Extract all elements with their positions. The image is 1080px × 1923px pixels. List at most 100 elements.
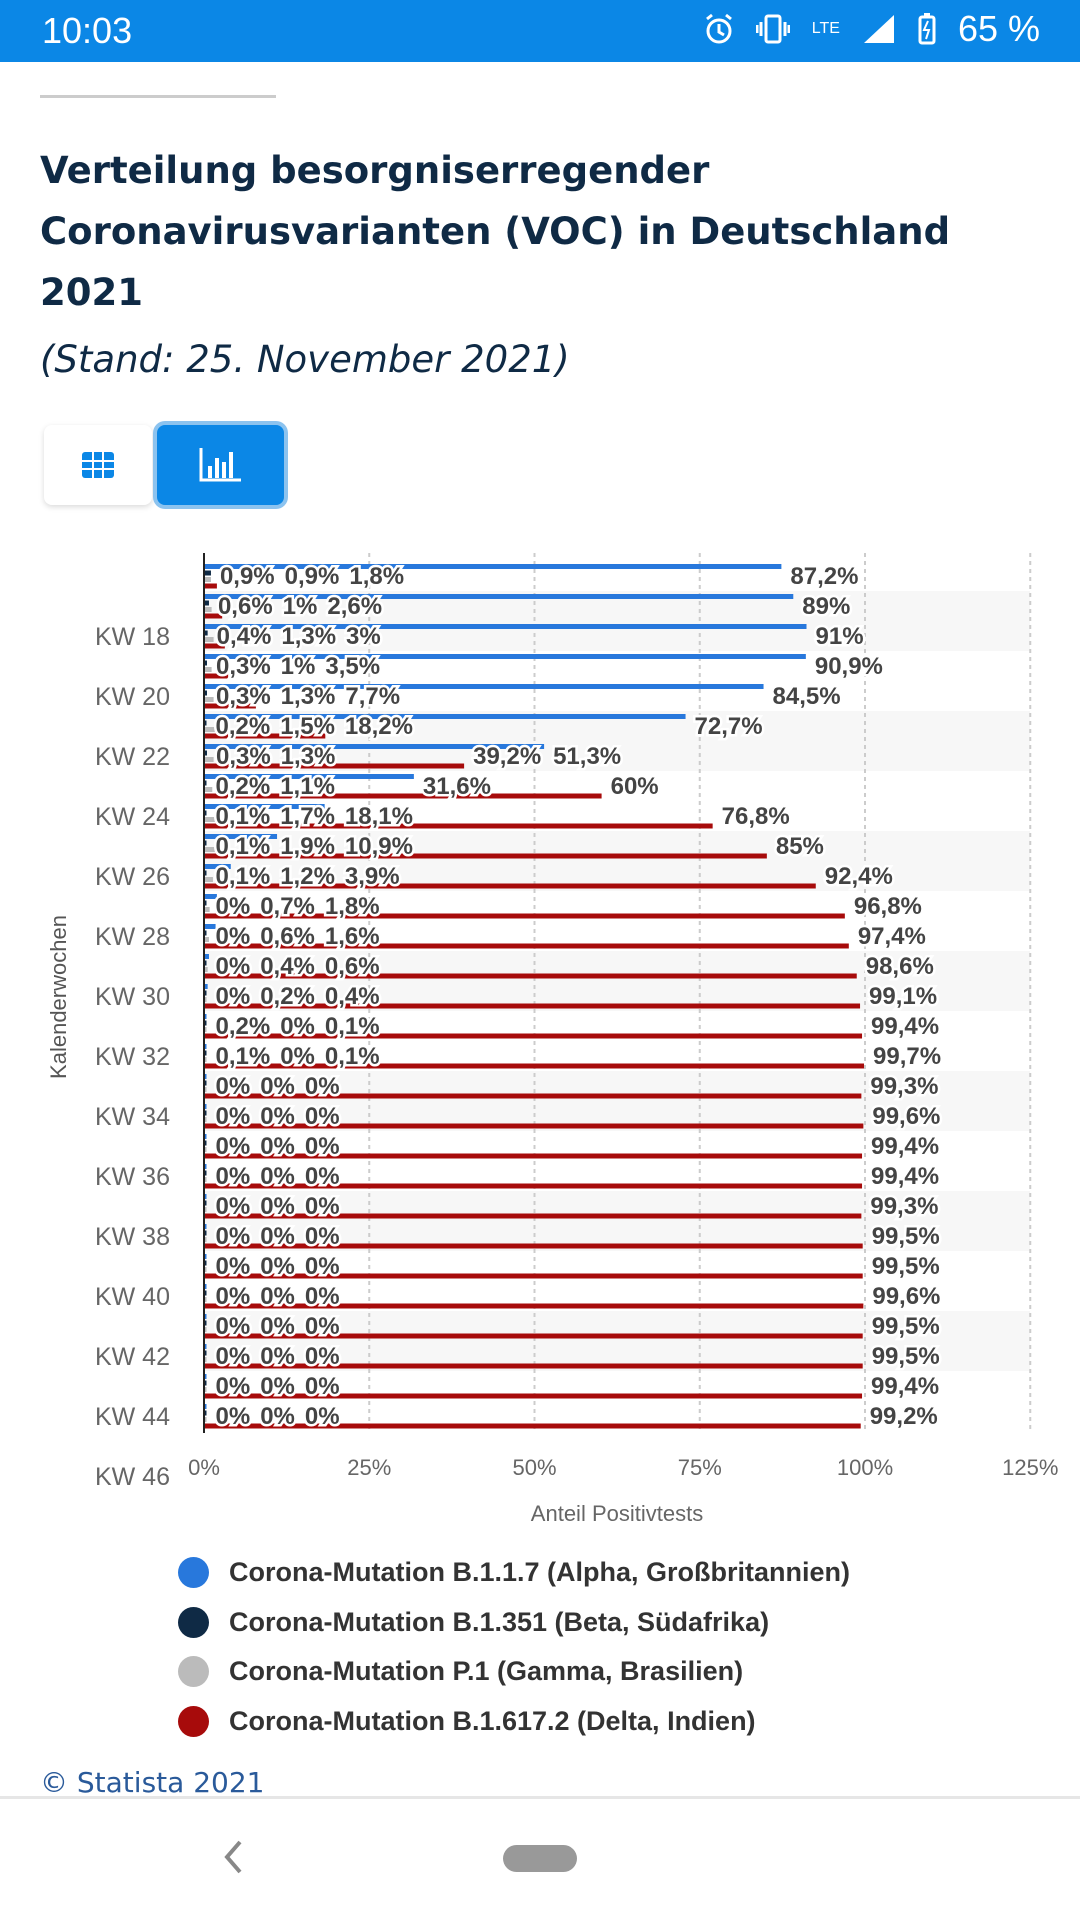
data-label-delta: 99,4%: [871, 1013, 939, 1040]
data-label-beta: 0,3%: [216, 743, 271, 770]
bar-beta: [205, 1350, 207, 1356]
data-label-delta: 1,8%: [349, 563, 404, 590]
home-button[interactable]: [503, 1845, 577, 1872]
plot-band: [204, 831, 1030, 891]
data-label-delta: 99,6%: [872, 1283, 940, 1310]
x-axis-title: Anteil Positivtests: [531, 1501, 703, 1526]
data-label-beta: 0%: [280, 1013, 315, 1040]
data-label-delta: 99,1%: [869, 983, 937, 1010]
bar-alpha: [205, 714, 686, 719]
data-label-gamma: 0%: [305, 1313, 340, 1340]
signal-icon: [863, 15, 894, 43]
legend-item-beta[interactable]: Corona-Mutation B.1.351 (Beta, Südafrika…: [178, 1598, 850, 1648]
legend-dot-beta: [178, 1606, 209, 1638]
data-label-alpha: 84,5%: [773, 683, 841, 710]
alarm-icon: [705, 13, 732, 44]
data-label-delta: 92,4%: [825, 863, 893, 890]
bar-beta: [205, 1200, 207, 1206]
bar-beta: [205, 690, 207, 696]
legend-item-gamma[interactable]: Corona-Mutation P.1 (Gamma, Brasilien): [178, 1647, 850, 1697]
data-label-beta: 0%: [216, 893, 251, 920]
data-label-alpha: 0%: [216, 1253, 251, 1280]
data-label-alpha: 0%: [216, 1073, 251, 1100]
data-label-alpha: 0,6%: [325, 953, 380, 980]
bar-gamma: [205, 1357, 207, 1362]
copyright[interactable]: © Statista 2021: [40, 1766, 265, 1796]
bar-delta: [205, 913, 845, 919]
y-axis-title: Kalenderwochen: [46, 915, 71, 1079]
bar-beta: [205, 660, 207, 666]
y-tick-label: KW 22: [95, 743, 170, 771]
bar-alpha: [205, 1314, 207, 1319]
data-label-delta: 99,4%: [871, 1133, 939, 1160]
bar-delta: [205, 793, 602, 799]
bar-delta: [205, 703, 256, 709]
data-label-delta: 96,8%: [854, 893, 922, 920]
legend-item-delta[interactable]: Corona-Mutation B.1.617.2 (Delta, Indien…: [178, 1697, 850, 1747]
bar-alpha: [205, 1284, 207, 1289]
bar-beta: [205, 990, 207, 996]
chart-view-button[interactable]: [157, 425, 284, 505]
data-label-delta: 2,6%: [327, 593, 382, 620]
data-label-beta: 0%: [260, 1163, 295, 1190]
data-label-gamma: 0%: [305, 1133, 340, 1160]
data-label-gamma: 1,3%: [281, 743, 336, 770]
data-label-alpha: 0%: [216, 1103, 251, 1130]
bar-beta: [205, 1140, 207, 1146]
data-label-beta: 0,6%: [218, 593, 273, 620]
data-label-alpha: 91%: [816, 623, 864, 650]
data-label-delta: 99,4%: [871, 1373, 939, 1400]
bar-alpha: [205, 684, 764, 689]
x-tick-label: 25%: [347, 1455, 391, 1480]
bar-alpha: [205, 1104, 207, 1109]
divider: [40, 95, 276, 98]
data-label-delta: 18,2%: [345, 713, 413, 740]
bar-alpha: [205, 774, 414, 779]
data-label-beta: 0%: [260, 1133, 295, 1160]
y-tick-label: KW 18: [95, 623, 170, 651]
bar-gamma: [205, 787, 213, 792]
bar-alpha: [205, 1374, 207, 1379]
bar-gamma: [205, 1387, 207, 1392]
data-label-delta: 99,2%: [870, 1403, 938, 1430]
bar-alpha: [205, 1164, 207, 1169]
data-label-beta: 0%: [260, 1343, 295, 1370]
bar-delta: [205, 613, 223, 619]
data-label-beta: 0,1%: [216, 833, 271, 860]
table-icon: [82, 452, 114, 478]
bar-alpha: [205, 894, 217, 899]
bar-delta: [205, 1033, 863, 1039]
bar-beta: [205, 1320, 207, 1326]
back-icon[interactable]: [222, 1839, 244, 1875]
bar-alpha: [205, 1404, 207, 1409]
table-view-button[interactable]: [44, 425, 152, 505]
plot-band: [204, 1311, 1030, 1371]
bar-delta: [205, 643, 225, 649]
bar-delta: [205, 883, 816, 889]
legend-item-alpha[interactable]: Corona-Mutation B.1.1.7 (Alpha, Großbrit…: [178, 1548, 850, 1598]
data-label-beta: 0%: [280, 1043, 315, 1070]
vibrate-icon: [755, 14, 790, 44]
bar-delta: [205, 673, 229, 679]
data-label-alpha: 0,1%: [216, 1043, 271, 1070]
chart-icon: [199, 448, 241, 482]
bar-beta: [205, 1050, 207, 1056]
legend-dot-delta: [178, 1706, 209, 1738]
data-label-beta: 0%: [260, 1403, 295, 1430]
bar-delta: [205, 1213, 862, 1219]
x-tick-label: 125%: [1002, 1455, 1058, 1480]
bar-gamma: [205, 877, 213, 882]
legend-dot-gamma: [178, 1656, 209, 1688]
bar-alpha: [205, 1194, 207, 1199]
data-label-beta: 0,4%: [217, 623, 272, 650]
bar-delta: [205, 1393, 863, 1399]
bar-alpha: [205, 984, 208, 989]
data-label-gamma: 0%: [305, 1403, 340, 1430]
bar-delta: [205, 853, 767, 859]
legend-dot-alpha: [178, 1557, 209, 1589]
data-label-gamma: 0,7%: [260, 893, 315, 920]
bar-alpha: [205, 1224, 207, 1229]
bar-alpha: [205, 804, 325, 809]
data-label-gamma: 1,3%: [281, 683, 336, 710]
chart-legend: Corona-Mutation B.1.1.7 (Alpha, Großbrit…: [178, 1548, 850, 1746]
